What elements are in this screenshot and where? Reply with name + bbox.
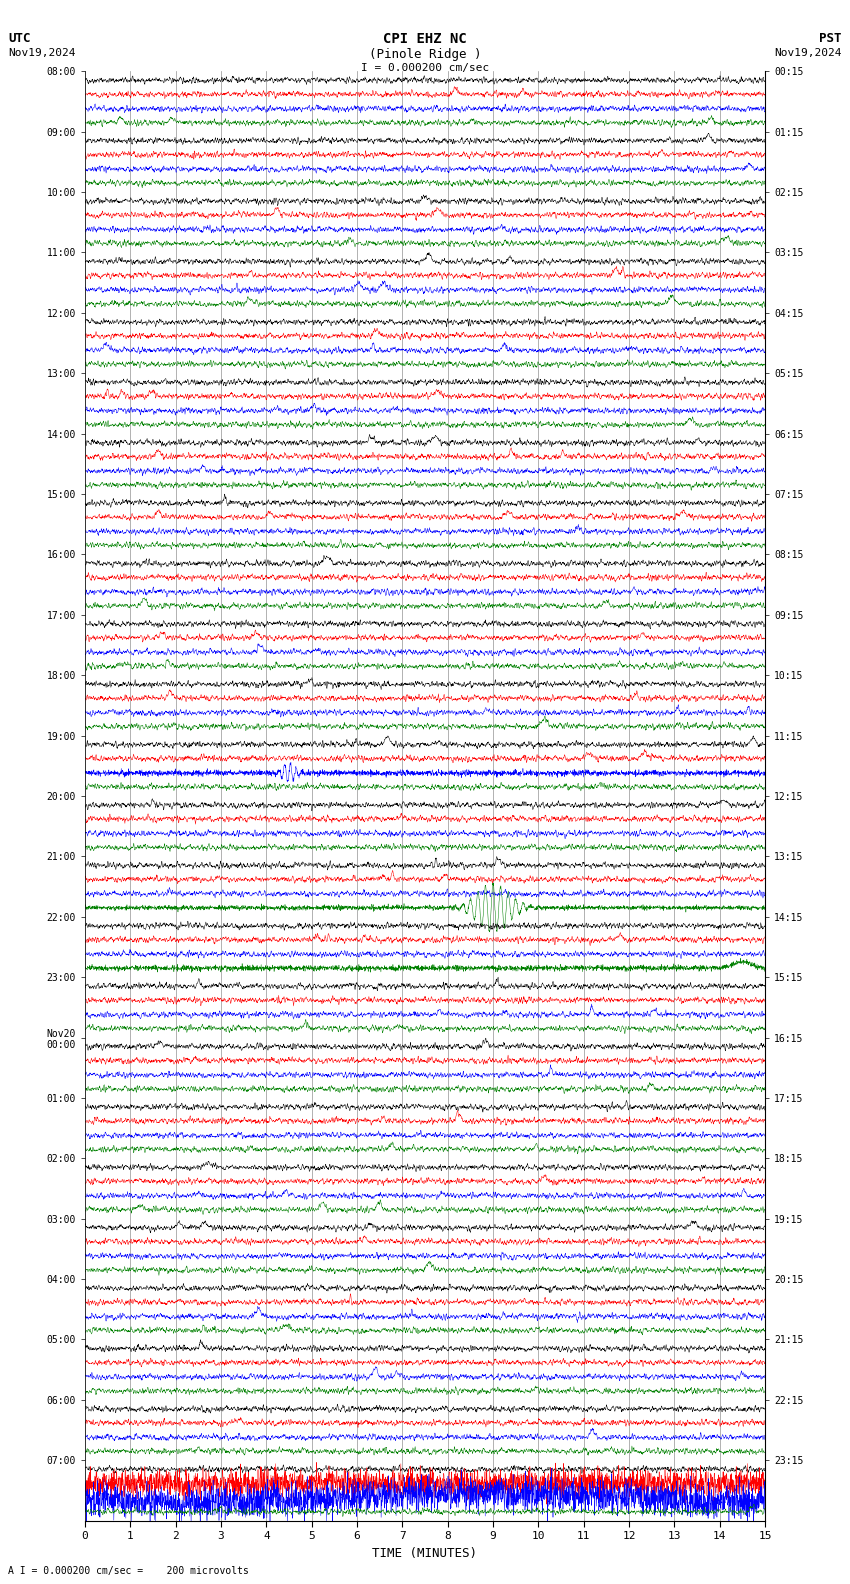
Text: PST: PST (819, 32, 842, 44)
Text: Nov19,2024: Nov19,2024 (774, 48, 842, 57)
Text: CPI EHZ NC: CPI EHZ NC (383, 32, 467, 46)
Text: A I = 0.000200 cm/sec =    200 microvolts: A I = 0.000200 cm/sec = 200 microvolts (8, 1567, 249, 1576)
Text: (Pinole Ridge ): (Pinole Ridge ) (369, 48, 481, 60)
Text: Nov19,2024: Nov19,2024 (8, 48, 76, 57)
Text: I = 0.000200 cm/sec: I = 0.000200 cm/sec (361, 63, 489, 73)
Text: UTC: UTC (8, 32, 31, 44)
X-axis label: TIME (MINUTES): TIME (MINUTES) (372, 1546, 478, 1560)
